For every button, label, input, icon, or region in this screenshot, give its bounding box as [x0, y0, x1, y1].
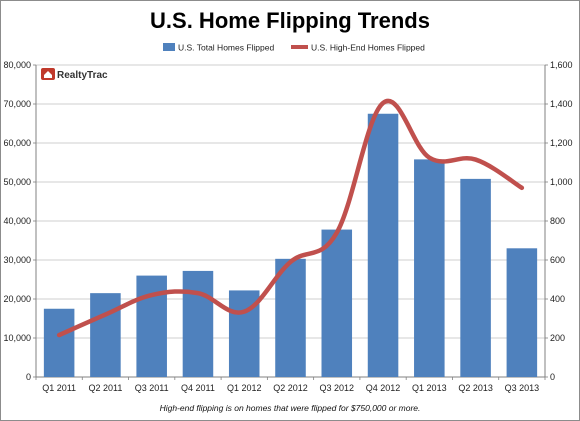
y-right-tick-label: 400: [550, 294, 565, 304]
logo-text: RealtyTrac: [57, 70, 108, 81]
y-left-tick-label: 60,000: [3, 138, 31, 148]
legend-swatch-bars: [163, 43, 175, 51]
y-left-tick-label: 40,000: [3, 216, 31, 226]
x-tick-label: Q1 2011: [42, 383, 76, 393]
x-tick-label: Q3 2011: [135, 383, 169, 393]
realtytrac-logo: RealtyTrac: [41, 68, 108, 81]
y-right-tick-label: 1,200: [550, 138, 573, 148]
x-tick-label: Q4 2011: [181, 383, 215, 393]
x-tick-label: Q2 2013: [458, 383, 493, 393]
y-right-tick-label: 1,600: [550, 60, 573, 70]
y-right-tick-label: 200: [550, 333, 565, 343]
y-right-tick-label: 0: [550, 372, 555, 382]
bar: [43, 308, 75, 377]
chart-title: U.S. Home Flipping Trends: [150, 8, 430, 33]
y-left-tick-label: 0: [26, 372, 31, 382]
y-left-tick-label: 50,000: [3, 177, 31, 187]
bar: [414, 159, 445, 377]
y-right-tick-label: 1,000: [550, 177, 573, 187]
y-right-tick-label: 1,400: [550, 99, 573, 109]
bar: [182, 270, 214, 377]
line-series: [56, 98, 525, 338]
x-tick-label: Q3 2012: [320, 383, 355, 393]
bar: [321, 229, 353, 377]
bar: [275, 258, 306, 377]
x-tick-label: Q1 2012: [227, 383, 262, 393]
legend-label-line: U.S. High-End Homes Flipped: [311, 43, 425, 53]
y-left-tick-label: 10,000: [3, 333, 31, 343]
y-right-tick-labels: 0 200 400 600 800 1,000 1,200 1,400 1,600: [550, 60, 573, 382]
y-left-tick-label: 20,000: [3, 294, 31, 304]
x-tick-label: Q1 2013: [412, 383, 447, 393]
y-right-tick-label: 800: [550, 216, 565, 226]
legend: U.S. Total Homes Flipped U.S. High-End H…: [163, 43, 425, 53]
x-tick-label: Q2 2012: [273, 383, 308, 393]
y-right-tick-label: 600: [550, 255, 565, 265]
x-tick-label: Q2 2011: [88, 383, 122, 393]
legend-label-bars: U.S. Total Homes Flipped: [178, 43, 274, 53]
y-left-tick-label: 30,000: [3, 255, 31, 265]
x-tick-label: Q4 2012: [366, 383, 401, 393]
x-tick-label: Q3 2013: [505, 383, 540, 393]
y-left-tick-label: 80,000: [3, 60, 31, 70]
bar-series: [43, 113, 538, 377]
bar: [90, 293, 121, 377]
bar: [460, 178, 491, 377]
logo-house-glyph: [44, 71, 52, 78]
bar: [506, 248, 538, 377]
bar: [367, 113, 399, 377]
series-line-high-end: [56, 98, 525, 338]
y-left-tick-labels: 0 10,000 20,000 30,000 40,000 50,000 60,000 70,…: [3, 60, 31, 382]
x-tick-labels: Q1 2011 Q2 2011 Q3 2011 Q4 2011 Q1 2012 Q2 20…: [42, 383, 539, 393]
y-left-tick-label: 70,000: [3, 99, 31, 109]
footnote: High-end flipping is on homes that were …: [160, 403, 421, 413]
